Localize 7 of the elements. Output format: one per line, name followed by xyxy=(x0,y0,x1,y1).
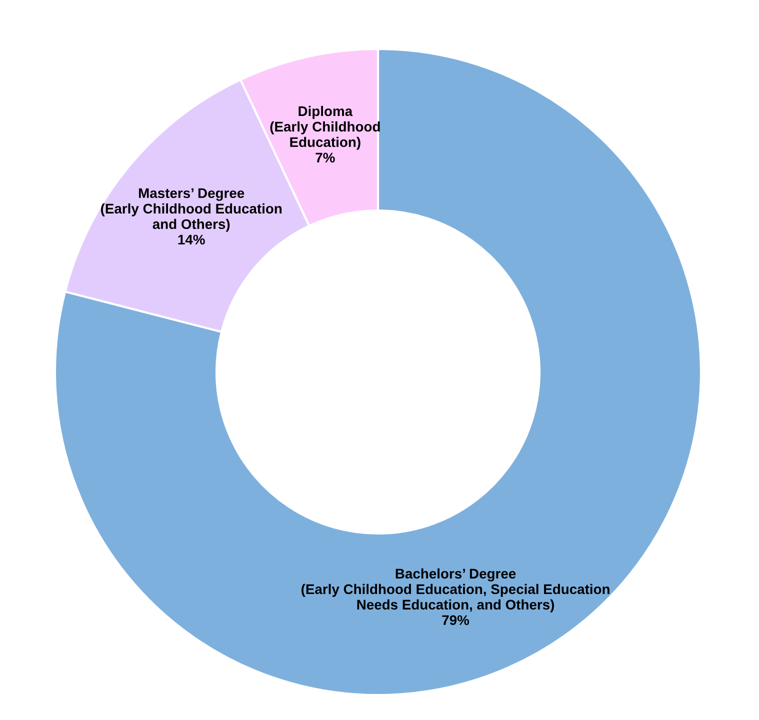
data-label: 79% xyxy=(442,615,470,626)
donut-slice xyxy=(54,48,702,696)
slice-label: Masters’ Degree (Early Childhood Education and Others) xyxy=(100,188,282,232)
data-label: 14% xyxy=(178,234,205,244)
data-label: 7% xyxy=(316,152,335,162)
slice-label: Diploma (Early Childhood Education) xyxy=(270,106,380,150)
slice-label: Bachelors’ Degree (Early Childhood Education, Special Education Needs Education, and Others) xyxy=(302,568,610,612)
